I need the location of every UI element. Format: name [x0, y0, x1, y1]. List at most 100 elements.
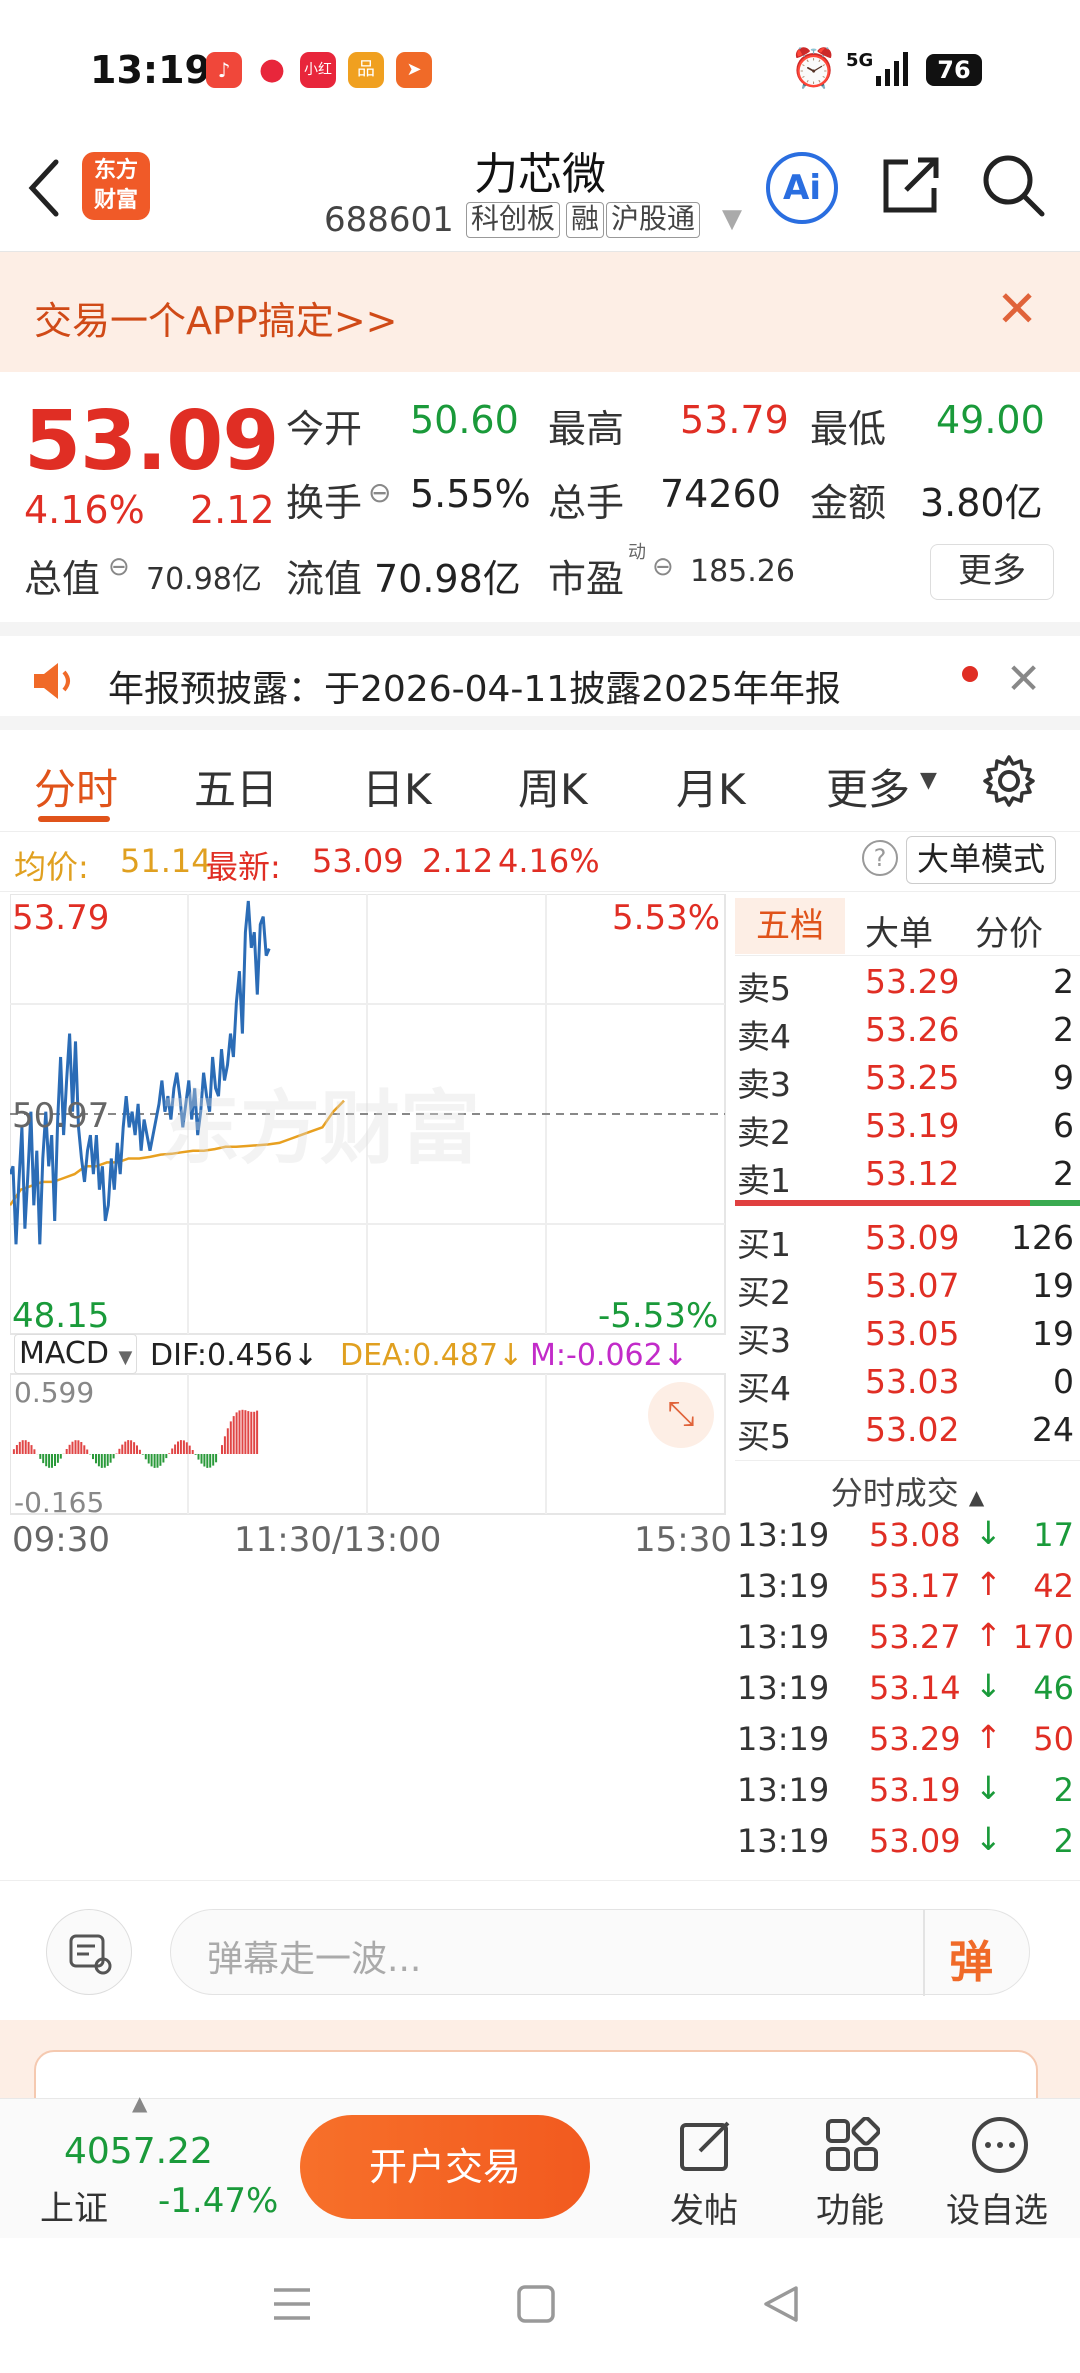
tick-row: 13:19 53.27 ↑ 170	[735, 1614, 1080, 1664]
trade-banner[interactable]: 交易一个APP搞定>> ✕	[0, 252, 1080, 372]
sell-order-row[interactable]: 卖1 53.12 2	[735, 1150, 1080, 1200]
price-summary-row: 均价: 51.14 最新: 53.09 2.12 4.16% ? 大单模式	[0, 832, 1080, 892]
announcement-bar[interactable]: 年报预披露：于2026-04-11披露2025年年报 ✕	[0, 622, 1080, 730]
tab-big-orders[interactable]: 大单	[865, 914, 933, 954]
macd-bar	[95, 1454, 97, 1464]
tick-time: 13:19	[737, 1720, 830, 1758]
big-order-mode-button[interactable]: 大单模式	[906, 836, 1057, 884]
order-qty: 19	[1032, 1266, 1074, 1305]
tick-row: 13:19 53.29 ↑ 50	[735, 1716, 1080, 1766]
search-icon[interactable]	[980, 152, 1046, 218]
index-value[interactable]: 4057.22	[64, 2131, 213, 2172]
help-icon[interactable]: ?	[862, 840, 898, 876]
sell-order-row[interactable]: 卖4 53.26 2	[735, 1006, 1080, 1056]
signal-icon	[876, 52, 908, 86]
indicator-select[interactable]: MACD ▼	[14, 1334, 138, 1374]
order-qty: 24	[1032, 1410, 1074, 1449]
chevron-up-icon[interactable]: ▲	[132, 2091, 148, 2115]
buy-order-row[interactable]: 买1 53.09 126	[735, 1214, 1080, 1264]
macd-bar	[30, 1445, 33, 1454]
tick-direction-arrow: ↑	[975, 1718, 1002, 1756]
dea-value: DEA:0.487↓	[340, 1338, 524, 1373]
intraday-chart[interactable]: 东方财富 53.79 50.97 48.15 5.53% -5.53% MACD…	[8, 893, 732, 1560]
chat-app-icon: ●	[254, 52, 290, 88]
post-edit-icon[interactable]	[678, 2117, 734, 2173]
tick-direction-arrow: ↑	[975, 1616, 1002, 1654]
stock-name: 力芯微	[474, 149, 606, 200]
buy-order-row[interactable]: 买4 53.03 0	[735, 1358, 1080, 1408]
tags-dropdown-icon[interactable]: ▼	[722, 204, 742, 234]
watchlist-label[interactable]: 设自选	[946, 2191, 1048, 2231]
macd-bar	[45, 1454, 48, 1467]
time-label-start: 09:30	[12, 1520, 110, 1560]
tick-qty: 2	[1053, 1822, 1074, 1860]
buy-order-row[interactable]: 买5 53.02 24	[735, 1406, 1080, 1456]
macd-bar	[112, 1454, 115, 1459]
tick-time: 13:19	[737, 1771, 830, 1809]
macd-bar	[232, 1416, 235, 1454]
menu-icon[interactable]	[272, 2286, 312, 2322]
settings-gear-icon[interactable]	[982, 754, 1036, 808]
order-qty: 9	[1053, 1058, 1074, 1097]
danmu-input[interactable]: 弹幕走一波... 弹	[170, 1909, 1030, 1996]
tick-price: 53.19	[869, 1771, 961, 1809]
open-account-trade-button[interactable]: 开户交易	[300, 2115, 590, 2219]
back-arrow-icon[interactable]	[26, 158, 60, 218]
sell-order-row[interactable]: 卖5 53.29 2	[735, 958, 1080, 1008]
macd-bar	[197, 1454, 200, 1460]
back-icon[interactable]	[760, 2284, 800, 2324]
share-icon[interactable]	[878, 154, 942, 218]
buy-ratio-bar	[1030, 1200, 1080, 1206]
bottom-toolbar: ▲ 4057.22 上证 -1.47% 开户交易 发帖 功能 设自选	[0, 2091, 1080, 2238]
network-label: 5G	[846, 50, 874, 71]
ai-button[interactable]: Ai	[766, 152, 838, 224]
buy-order-row[interactable]: 买3 53.05 19	[735, 1310, 1080, 1360]
tab-weekly-k[interactable]: 周K	[518, 765, 588, 814]
ticks-title[interactable]: 分时成交 ▲	[735, 1468, 1080, 1514]
macd-bar	[159, 1454, 162, 1466]
macd-bar	[250, 1411, 253, 1454]
home-icon[interactable]	[516, 2284, 556, 2324]
chevron-down-icon: ▼	[118, 1347, 133, 1368]
post-label[interactable]: 发帖	[670, 2191, 738, 2231]
tab-daily-k[interactable]: 日K	[362, 765, 432, 814]
send-app-icon: ➤	[396, 52, 432, 88]
close-icon[interactable]: ✕	[996, 280, 1038, 338]
macd-bar	[256, 1410, 259, 1454]
macd-bar	[238, 1410, 241, 1454]
tab-level5[interactable]: 五档	[735, 898, 845, 954]
danmu-settings-icon[interactable]	[46, 1909, 132, 1995]
tab-intraday[interactable]: 分时	[34, 765, 119, 814]
info-icon[interactable]: ⊖	[108, 552, 130, 582]
macd-bar	[212, 1454, 215, 1466]
macd-bar	[235, 1412, 238, 1454]
close-icon[interactable]: ✕	[1006, 654, 1042, 703]
order-level: 买4	[737, 1369, 791, 1408]
info-icon[interactable]: ⊖	[652, 552, 674, 582]
tick-price: 53.08	[869, 1516, 961, 1554]
functions-grid-icon[interactable]	[824, 2117, 880, 2173]
buy-order-row[interactable]: 买2 53.07 19	[735, 1262, 1080, 1312]
status-time: 13:19	[90, 48, 211, 92]
tab-five-day[interactable]: 五日	[194, 765, 279, 814]
order-price: 53.19	[865, 1106, 960, 1145]
add-watchlist-icon[interactable]	[970, 2115, 1030, 2175]
sell-order-row[interactable]: 卖2 53.19 6	[735, 1102, 1080, 1152]
sell-order-row[interactable]: 卖3 53.25 9	[735, 1054, 1080, 1104]
stock-header: 东方 财富 力芯微 688601 科创板 融 沪股通 ▼ Ai	[0, 120, 1080, 252]
macd-bar	[15, 1445, 18, 1454]
divider	[735, 1460, 1080, 1461]
order-level: 买2	[737, 1273, 791, 1312]
macd-bar	[182, 1440, 185, 1454]
danmu-send-button[interactable]: 弹	[949, 1937, 993, 1988]
tab-monthly-k[interactable]: 月K	[676, 765, 746, 814]
tab-more[interactable]: 更多	[826, 765, 911, 814]
system-nav-bar	[0, 2238, 1080, 2373]
info-icon[interactable]: ⊖	[368, 476, 392, 509]
expand-icon[interactable]: ⤡	[648, 1382, 714, 1448]
macd-bar	[179, 1440, 182, 1454]
divider	[923, 1910, 925, 1996]
tab-price-distribution[interactable]: 分价	[975, 914, 1043, 954]
more-quote-button[interactable]: 更多	[930, 544, 1054, 600]
functions-label[interactable]: 功能	[816, 2191, 884, 2231]
